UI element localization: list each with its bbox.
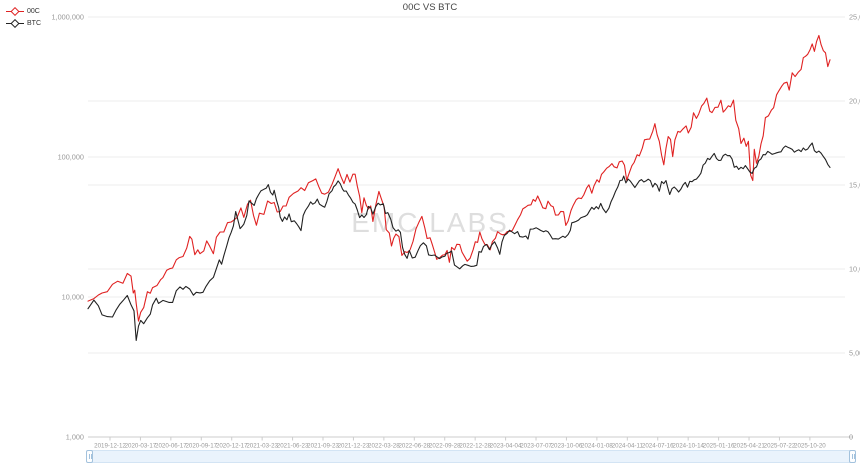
- x-tick-label: 2022-06-28: [398, 443, 430, 450]
- x-tick-label: 2020-12-17: [216, 443, 248, 450]
- x-tick-label: 2025-01-16: [703, 443, 735, 450]
- legend-label-btc: BTC: [27, 19, 41, 27]
- axes: [88, 436, 853, 441]
- line-diamond-marker-icon: [6, 6, 24, 16]
- x-tick-label: 2020-03-17: [125, 443, 157, 450]
- x-tick-label: 2023-10-06: [551, 443, 583, 450]
- x-tick-label: 2024-10-14: [672, 443, 704, 450]
- x-tick-label: 2024-04-11: [612, 443, 644, 450]
- gridlines: [88, 16, 845, 354]
- slider-handle-right[interactable]: [849, 450, 856, 463]
- x-tick-label: 2019-12-12: [94, 443, 126, 450]
- x-tick-label: 2025-07-22: [764, 443, 796, 450]
- right-axis-tick-label: 25,000: [849, 13, 860, 22]
- x-tick-label: 2024-01-08: [581, 443, 613, 450]
- right-axis-tick-label: 10,000: [849, 265, 860, 274]
- chart-plot-area: 2019-12-122020-03-172020-06-172020-09-17…: [52, 13, 860, 450]
- x-tick-label: 2021-09-23: [307, 443, 339, 450]
- series-lines: [87, 34, 831, 341]
- x-tick-label: 2023-04-04: [490, 443, 522, 450]
- series-line-btc: [87, 142, 831, 341]
- left-axis-tick-label: 1,000,000: [52, 13, 84, 22]
- left-axis-tick-label: 100,000: [58, 153, 84, 162]
- slider-handle-left[interactable]: [86, 450, 93, 463]
- x-tick-label: 2021-06-23: [277, 443, 309, 450]
- x-tick-label: 2020-06-17: [155, 443, 187, 450]
- x-tick-label: 2022-12-28: [459, 443, 491, 450]
- right-axis-tick-label: 15,000: [849, 181, 860, 190]
- right-axis-tick-label: 0: [849, 433, 853, 442]
- x-tick-label: 2021-12-23: [338, 443, 370, 450]
- line-diamond-marker-icon: [6, 18, 24, 28]
- legend: 00C BTC: [6, 5, 41, 29]
- x-tick-label: 2024-07-16: [642, 443, 674, 450]
- left-axis-tick-label: 1,000: [66, 433, 84, 442]
- legend-item-00c[interactable]: 00C: [6, 5, 41, 17]
- legend-item-btc[interactable]: BTC: [6, 17, 41, 29]
- legend-label-00c: 00C: [27, 7, 40, 15]
- right-axis-tick-label: 5,000: [849, 349, 860, 358]
- watermark-text: EMC LABS: [351, 207, 509, 238]
- x-tick-label: 2025-10-20: [794, 443, 826, 450]
- x-tick-label: 2025-04-21: [733, 443, 765, 450]
- x-tick-label: 2022-09-28: [429, 443, 461, 450]
- x-tick-label: 2020-09-17: [185, 443, 217, 450]
- left-axis-tick-label: 10,000: [62, 293, 84, 302]
- right-axis-tick-label: 20,000: [849, 97, 860, 106]
- series-line-00c: [87, 34, 831, 322]
- axis-labels: 2019-12-122020-03-172020-06-172020-09-17…: [52, 13, 860, 450]
- x-tick-label: 2023-07-07: [520, 443, 552, 450]
- x-tick-label: 2021-03-23: [246, 443, 278, 450]
- chart-title: 00C VS BTC: [402, 2, 458, 13]
- x-tick-label: 2022-03-28: [368, 443, 400, 450]
- range-slider[interactable]: [86, 450, 856, 463]
